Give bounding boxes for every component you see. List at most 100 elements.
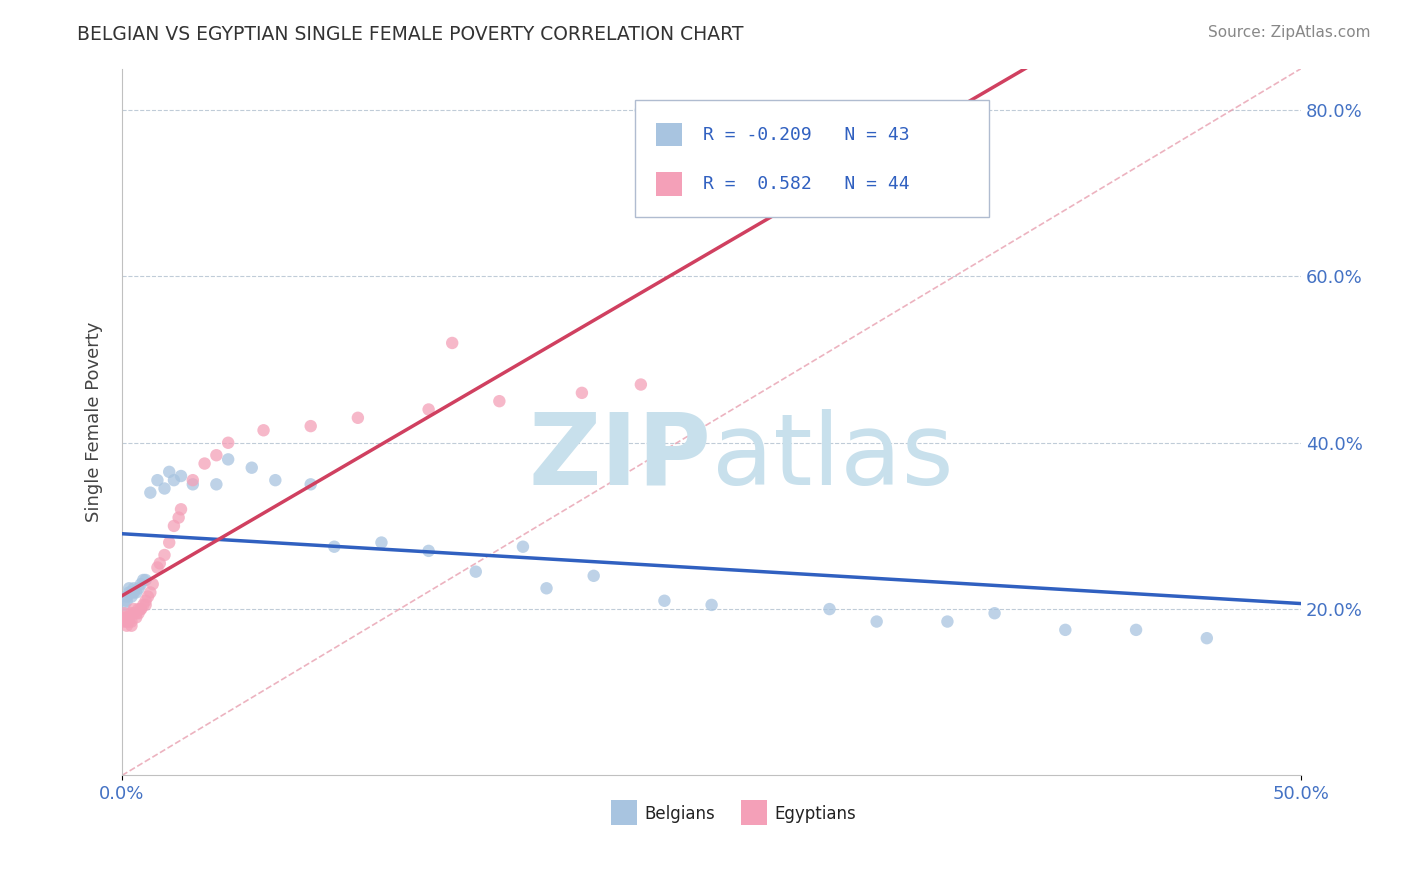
Point [115,618,138,632]
Point [1054,623,1077,637]
Point [582,569,605,583]
Point [167,510,190,524]
Point [323,540,346,554]
Bar [657,172,682,195]
Point [181,473,204,487]
Point [163,519,186,533]
Point [571,385,593,400]
Point [115,593,138,607]
Point [125,610,148,624]
Point [135,593,157,607]
Point [299,477,322,491]
Point [153,482,176,496]
Point [115,610,138,624]
Point [129,602,152,616]
Text: ZIP: ZIP [529,409,711,506]
Point [299,419,322,434]
Point [153,548,176,562]
Point [157,535,180,549]
Bar [612,800,637,825]
Point [157,465,180,479]
Point [135,573,157,587]
Point [170,502,193,516]
Point [264,473,287,487]
Point [142,577,165,591]
Bar [741,800,768,825]
Point [118,585,141,599]
Point [170,469,193,483]
Point [536,582,558,596]
Text: Source: ZipAtlas.com: Source: ZipAtlas.com [1208,25,1371,40]
Point [121,606,143,620]
Point [115,615,138,629]
Point [1125,623,1147,637]
Text: atlas: atlas [711,409,953,506]
Point [121,618,143,632]
Text: Egyptians: Egyptians [775,805,856,823]
Point [122,606,145,620]
Point [370,535,392,549]
Point [132,598,155,612]
Point [217,435,239,450]
Point [181,477,204,491]
Point [112,606,135,620]
Point [122,582,145,596]
Point [194,457,217,471]
Point [118,582,141,596]
Point [630,377,652,392]
Point [700,598,723,612]
Point [252,423,274,437]
Point [936,615,959,629]
Point [1195,631,1218,645]
FancyBboxPatch shape [636,100,988,217]
Point [125,606,148,620]
Point [122,585,145,599]
Point [112,598,135,612]
Point [132,573,155,587]
Point [121,585,143,599]
Point [205,477,228,491]
Point [983,606,1005,620]
Point [347,410,370,425]
Text: R = -0.209   N = 43: R = -0.209 N = 43 [703,126,910,144]
Point [139,485,162,500]
Point [512,540,534,554]
Point [121,590,143,604]
Point [488,394,510,409]
Point [163,473,186,487]
Point [418,544,440,558]
Point [217,452,239,467]
Point [418,402,440,417]
Point [146,560,169,574]
Text: Belgians: Belgians [644,805,716,823]
Point [118,610,141,624]
Point [128,582,150,596]
Point [125,585,148,599]
Point [112,610,135,624]
Point [128,606,150,620]
Point [118,615,141,629]
Point [121,615,143,629]
Y-axis label: Single Female Poverty: Single Female Poverty [86,322,103,522]
Text: R =  0.582   N = 44: R = 0.582 N = 44 [703,175,910,193]
Point [136,590,159,604]
Point [146,473,169,487]
Point [205,448,228,462]
Point [464,565,486,579]
Point [240,460,263,475]
Point [149,557,172,571]
Point [818,602,841,616]
Point [112,615,135,629]
Point [866,615,889,629]
Text: BELGIAN VS EGYPTIAN SINGLE FEMALE POVERTY CORRELATION CHART: BELGIAN VS EGYPTIAN SINGLE FEMALE POVERT… [77,25,744,44]
Point [654,593,676,607]
Point [129,577,152,591]
Point [128,602,150,616]
Point [122,602,145,616]
Point [115,590,138,604]
Point [135,598,157,612]
Bar [657,123,682,146]
Point [129,602,152,616]
Point [139,585,162,599]
Point [630,103,652,117]
